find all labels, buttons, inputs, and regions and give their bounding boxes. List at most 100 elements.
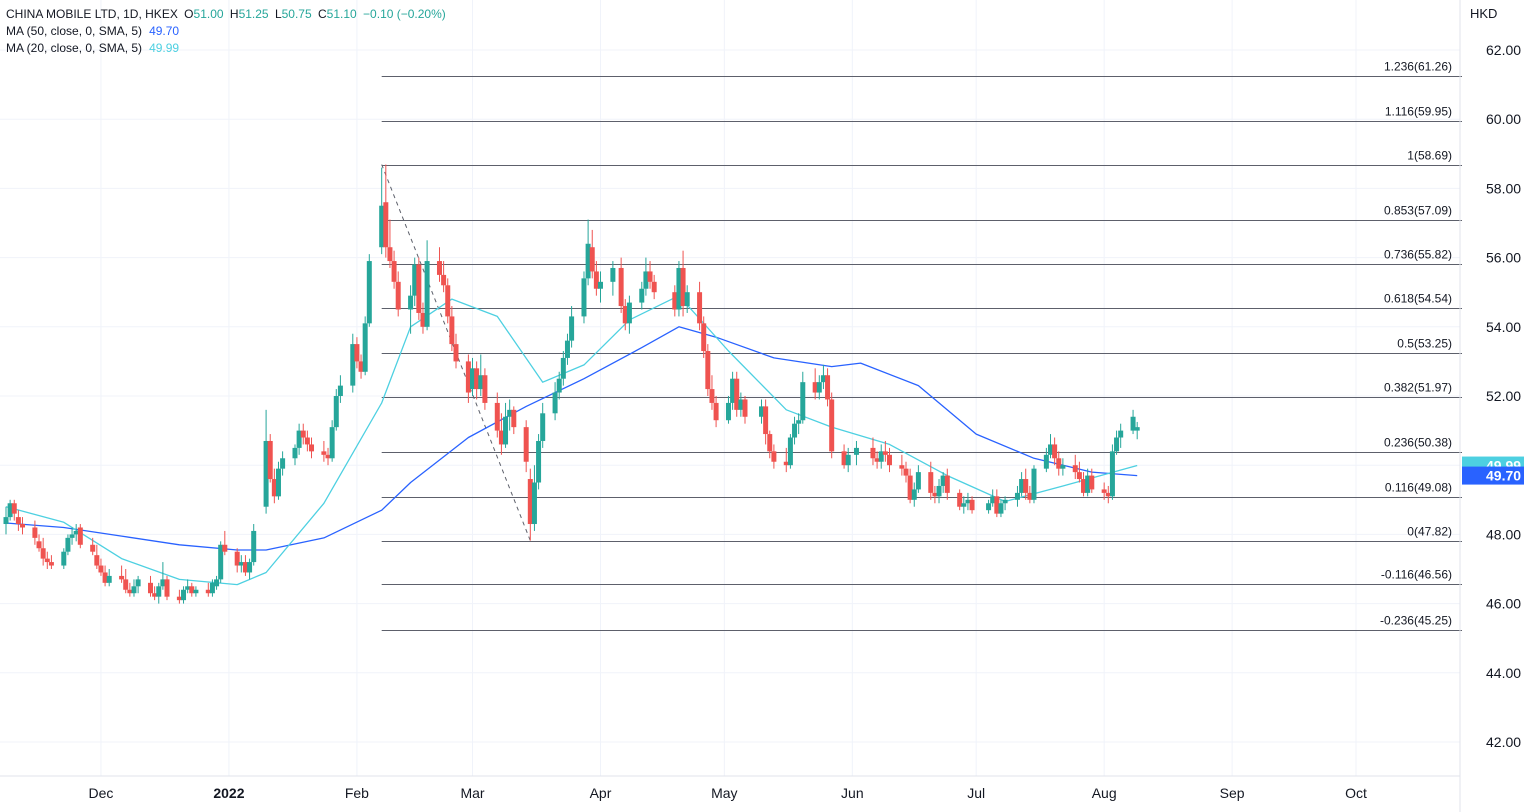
candle [841,444,847,469]
candle [581,271,587,324]
candle [309,437,315,459]
candle [102,565,108,587]
candle [1105,485,1111,504]
candle-body [90,544,96,552]
candle-body [796,420,802,424]
candle-body [333,396,339,428]
candle-body [61,551,67,566]
ma20-row[interactable]: MA (20, close, 0, SMA, 5) 49.99 [6,40,449,57]
candle-body [366,261,372,324]
candle-body [106,575,112,583]
candle-body [478,375,484,390]
candle-body [395,281,401,310]
candle [536,434,542,490]
candle-body [69,534,75,538]
candle [333,389,339,431]
candle-body [878,451,884,462]
candle [1109,444,1115,500]
candle [878,444,884,469]
candle [379,167,385,255]
price-axis[interactable]: 62.0060.0058.0056.0054.0052.0050.0048.00… [1459,0,1521,812]
candle-body [1114,437,1120,452]
candle [618,257,624,313]
candle [61,548,67,569]
candle-body [205,589,211,594]
candle [870,437,876,466]
candle [1118,423,1124,448]
candle [1056,451,1062,476]
x-tick-label: Jul [967,785,985,801]
candlestick-series[interactable] [3,164,1140,604]
candle [436,247,442,282]
ma20-label: MA (20, close, 0, SMA, 5) [6,41,143,55]
candle [527,468,533,541]
price-label-box [1462,466,1524,485]
candle [932,485,938,504]
candle-body [903,468,909,476]
candle-body [816,382,822,393]
candle [337,375,343,403]
time-axis[interactable]: Dec 2022 Feb Mar Apr May Jun Jul Aug Sep Oct [0,775,1460,801]
candle-body [581,278,587,317]
candle [961,496,967,514]
candle [907,468,913,504]
candle-body [767,434,773,452]
x-tick-label: Dec [89,785,114,801]
candle-body [156,586,162,597]
candle [825,368,831,407]
candle-body [957,492,963,507]
candle-body [147,582,153,594]
candle-body [453,344,459,362]
candle-body [787,437,793,466]
candle-body [267,440,273,480]
candle [15,510,21,531]
candle-body [1027,492,1033,500]
candle [816,375,822,400]
fib-level-label: 0.116(49.08) [1385,481,1452,495]
y-tick-label: 58.00 [1486,180,1521,196]
candle-body [391,261,397,282]
candle-body [841,451,847,466]
candle-body [626,302,632,324]
candle-body [560,357,566,379]
candle [845,447,851,473]
y-tick-label: 54.00 [1486,319,1521,335]
ma50-row[interactable]: MA (50, close, 0, SMA, 5) 49.70 [6,23,449,40]
candle-body [358,361,364,372]
candle-body [1089,475,1095,490]
candle-body [271,479,277,497]
candle [767,430,773,459]
candle [672,285,678,317]
candle [990,489,996,507]
candle-body [131,586,137,594]
candle [482,368,488,410]
ma50-line [5,326,1138,551]
candle [1002,496,1008,511]
candle-body [127,589,133,594]
candle [354,337,360,369]
candle [829,392,835,459]
candle [412,257,418,307]
candle [569,306,575,348]
x-tick-label: Feb [345,785,369,801]
symbol-title[interactable]: CHINA MOBILE LTD, 1D, HKEX [6,7,178,21]
candle-body [771,451,777,462]
candle [267,434,273,483]
candle [1081,472,1087,497]
candle [1019,472,1025,497]
candle [73,524,79,542]
candle-body [1002,499,1008,504]
candle-body [639,288,645,303]
candle [329,420,335,462]
candle-body [792,423,798,438]
candle-body [325,454,331,459]
candle [238,555,244,573]
fib-level-label: 1.116(59.95) [1385,105,1452,119]
candle-body [482,375,488,403]
x-tick-label: Oct [1345,785,1367,801]
candle [214,575,220,590]
candle-body [20,524,26,528]
candle-body [416,264,422,313]
